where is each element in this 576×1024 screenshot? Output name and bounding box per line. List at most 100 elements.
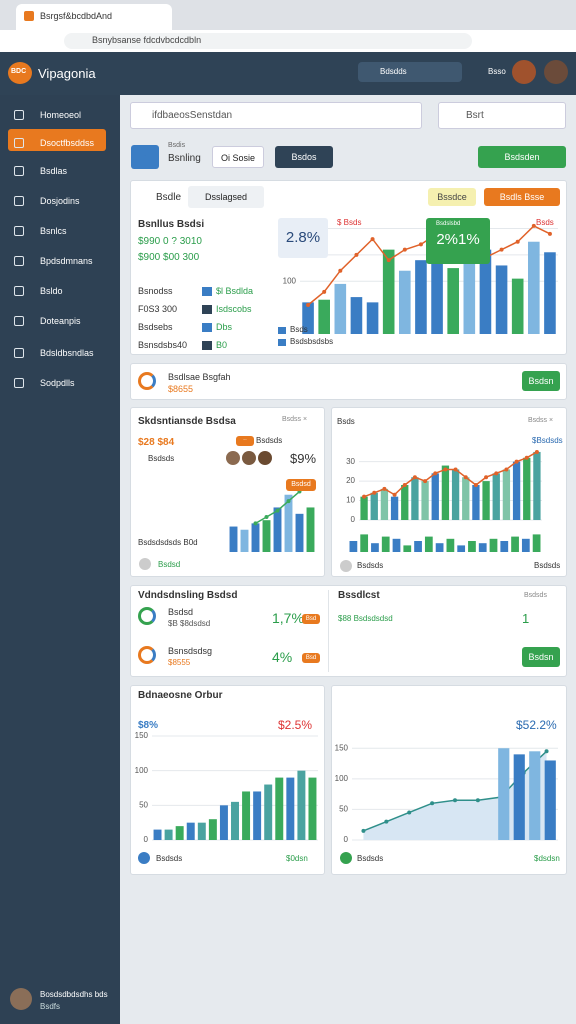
tag[interactable]: Bsd <box>302 614 320 624</box>
bar <box>431 473 439 520</box>
close[interactable]: Bsdss × <box>528 417 554 424</box>
point <box>443 467 448 472</box>
y-tick-label: 100 <box>283 276 297 285</box>
dropdown[interactable]: Dsslagsed <box>188 186 264 208</box>
search-box-2 <box>438 102 566 129</box>
tag-label: Bsdsds <box>256 436 283 445</box>
tag[interactable]: Bsdsds <box>236 436 254 446</box>
bar <box>463 254 476 334</box>
search-text: Bsrt <box>466 110 484 121</box>
point <box>504 467 509 472</box>
button[interactable]: Oi Sosie <box>212 146 264 168</box>
bar <box>349 541 358 552</box>
bar <box>334 283 347 334</box>
search-box <box>130 102 422 129</box>
toolbar-small: Bsdis <box>168 142 186 149</box>
bar <box>253 791 262 840</box>
point <box>547 231 552 236</box>
bar <box>366 302 379 334</box>
user-name: Bsso <box>488 67 506 76</box>
bar <box>242 791 251 840</box>
bar <box>197 822 206 840</box>
bar <box>231 801 239 840</box>
nav-item[interactable]: Doteanpis <box>40 316 81 326</box>
bar <box>392 538 401 552</box>
point <box>386 258 391 263</box>
card-title: Bsnllus Bsdsi <box>138 219 205 230</box>
bar <box>382 249 395 334</box>
bar <box>511 278 524 334</box>
bar <box>489 538 498 552</box>
bar <box>284 494 293 552</box>
bar <box>275 777 284 840</box>
point <box>423 479 428 484</box>
chart: 0 10 20 30 <box>346 449 542 522</box>
footer-icon <box>340 560 352 572</box>
nav-item[interactable]: Bsdlas <box>40 166 68 176</box>
legend-swatch <box>278 327 286 334</box>
point <box>370 237 375 242</box>
action-button[interactable]: Bsdsden <box>478 146 566 168</box>
row-label: Bsdsebs <box>138 322 173 332</box>
bar <box>512 461 521 520</box>
bar <box>492 473 500 520</box>
bar <box>295 513 304 552</box>
nav-icon <box>14 316 24 326</box>
tab <box>16 4 172 30</box>
tag[interactable]: Bsd <box>302 653 320 663</box>
bar <box>297 770 306 840</box>
url-field <box>64 33 472 49</box>
point <box>412 475 417 480</box>
donut-icon <box>138 646 156 664</box>
bar <box>251 523 260 552</box>
footer: Bsdsds <box>357 561 384 570</box>
row-label: Bsdsd <box>168 607 194 617</box>
nav-item[interactable]: Homeoeol <box>40 110 82 120</box>
stat: $990 0 ? 3010 <box>138 236 202 247</box>
nav-item[interactable]: Dsoctfbsddss <box>40 138 95 148</box>
point <box>253 521 258 526</box>
nav-item[interactable]: Dosjodins <box>40 196 80 206</box>
badge: 2.8% <box>278 218 328 258</box>
point <box>534 449 539 454</box>
bar <box>511 536 519 552</box>
bar <box>414 541 422 552</box>
chart-card <box>130 407 325 577</box>
tag[interactable]: Bsdls Bsse <box>484 188 560 206</box>
icon-button[interactable]: Bsdis <box>131 145 159 169</box>
stat: $8% <box>138 720 159 731</box>
y-tick-label: 0 <box>351 515 356 522</box>
tab-title: Bsrgsf&bcdbdAnd <box>40 11 113 21</box>
close[interactable]: Bsdss × <box>282 416 308 423</box>
button[interactable]: Bsdsn <box>522 371 560 391</box>
button[interactable]: Bsdsn <box>522 647 560 667</box>
tab: Bsdle <box>156 192 182 203</box>
nav-item[interactable]: Bdsldbsndlas <box>40 348 94 358</box>
bar <box>528 241 540 334</box>
tag[interactable]: Bsdsd <box>286 479 316 491</box>
footer: Bsdsd <box>158 560 181 569</box>
bar <box>219 805 228 840</box>
value: $28 $84 <box>138 437 175 448</box>
row-label: Bsnodss <box>138 286 173 296</box>
chart: 0 50 100 150 <box>135 732 318 842</box>
summary-card <box>130 363 567 400</box>
point <box>392 492 397 497</box>
tag[interactable]: Bssdce <box>428 188 476 206</box>
bar <box>502 469 511 520</box>
nav-item[interactable]: Bpdsdmnans <box>40 256 93 266</box>
button[interactable]: Bsdos <box>275 146 333 168</box>
nav-item[interactable]: Bsnlcs <box>40 226 67 236</box>
legend: Bsdsbsdsbs <box>290 337 334 346</box>
nav-item[interactable]: Bsldo <box>40 286 63 296</box>
bar <box>544 252 556 334</box>
card-title: Bsds <box>337 417 355 426</box>
bar <box>431 241 443 334</box>
y-tick-label: 50 <box>339 805 348 814</box>
footer: Bsdsds <box>156 854 183 863</box>
nav-item[interactable]: Sodpdlls <box>40 378 75 388</box>
footer-role: Bsdfs <box>40 1002 61 1011</box>
bar <box>498 748 510 840</box>
nav-icon <box>14 138 24 148</box>
row-sub: $8555 <box>168 658 191 667</box>
